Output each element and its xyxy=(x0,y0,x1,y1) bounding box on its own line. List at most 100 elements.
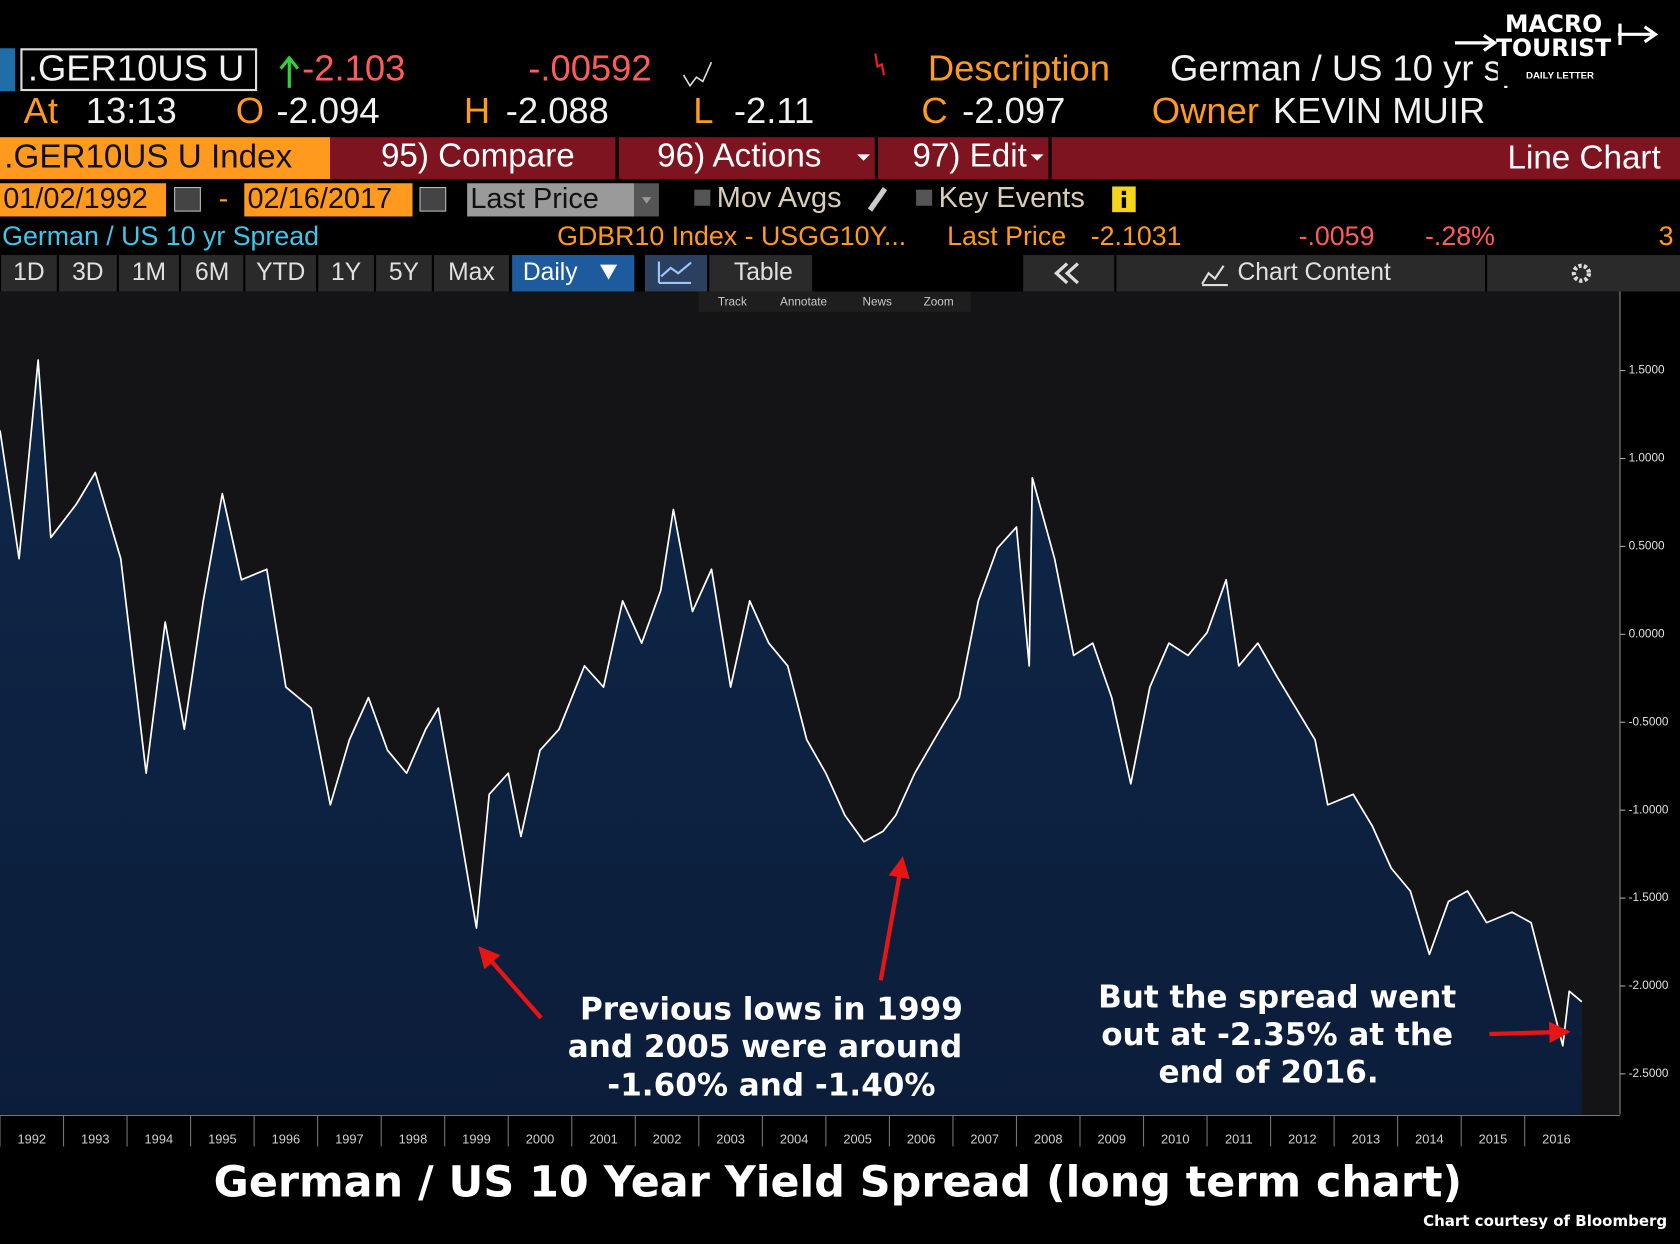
chart-title: German / US 10 Year Yield Spread (long t… xyxy=(214,1158,1462,1208)
x-tick-label: 2015 xyxy=(1479,1131,1508,1146)
tool[interactable]: Annotate xyxy=(780,295,828,308)
owner: KEVIN MUIR xyxy=(1273,90,1485,131)
period-buttons: 1D 3D 1M 6M YTD 1Y 5Y Max xyxy=(1,255,509,292)
mov-avgs: Mov Avgs xyxy=(717,182,842,214)
period-button[interactable] xyxy=(58,255,117,292)
y-tick-label: -1.5000 xyxy=(1629,891,1669,904)
chart-content-icon xyxy=(1201,265,1228,287)
annotation: out at -2.35% at the xyxy=(1101,1017,1453,1053)
y-tick-label: -0.5000 xyxy=(1629,715,1669,728)
collapse-icon xyxy=(1054,262,1079,285)
frequency-button[interactable] xyxy=(512,255,635,292)
x-tick-label: 2014 xyxy=(1415,1131,1444,1146)
period-button[interactable] xyxy=(318,255,374,292)
end-date-box[interactable] xyxy=(244,183,413,217)
tool[interactable]: Track xyxy=(718,295,747,308)
logo-bg xyxy=(1497,8,1614,86)
logo-arrows xyxy=(1455,23,1659,52)
security-tab-label: .GER10US U Index xyxy=(4,138,292,175)
annotation: end of 2016. xyxy=(1158,1055,1378,1091)
logo-line: MACRO xyxy=(1505,10,1602,38)
period-button[interactable] xyxy=(118,255,179,292)
period-button[interactable] xyxy=(245,255,317,292)
y-tick-label: 1.0000 xyxy=(1629,452,1665,465)
line xyxy=(0,359,1583,1047)
sparkline-icon xyxy=(682,61,713,88)
calendar-icon[interactable] xyxy=(174,186,201,212)
compare-button[interactable]: 95) Compare xyxy=(381,137,575,174)
logo: MACRO TOURIST DAILY LETTER xyxy=(1455,8,1659,86)
y-tick-label: 0.0000 xyxy=(1629,627,1665,640)
series-name: German / US 10 yr Spread xyxy=(2,221,319,251)
key-events: Key Events xyxy=(939,182,1085,214)
y-tick-label: -1.0000 xyxy=(1629,803,1669,816)
area xyxy=(0,360,1582,1115)
x-tick-label: 2004 xyxy=(780,1131,809,1146)
description-label: Description xyxy=(928,47,1110,88)
close: -2.097 xyxy=(962,90,1065,131)
x-tick-label: 2013 xyxy=(1352,1131,1381,1146)
up-arrow xyxy=(279,55,300,88)
chart-view-button[interactable] xyxy=(645,255,708,292)
security-tab[interactable] xyxy=(0,137,330,179)
tick-icon xyxy=(874,53,885,76)
low: -2.11 xyxy=(734,90,814,131)
calendar-icon[interactable] xyxy=(419,186,447,212)
x-tick-label: 2011 xyxy=(1225,1131,1253,1146)
field-box[interactable] xyxy=(467,183,635,217)
chart-content-button[interactable] xyxy=(1116,255,1485,292)
period-label: 6M xyxy=(195,259,229,286)
pencil-icon[interactable] xyxy=(867,187,888,212)
period-button[interactable] xyxy=(433,255,509,292)
actions-button[interactable]: 96) Actions xyxy=(657,137,821,174)
x-tick-label: 2001 xyxy=(589,1131,618,1146)
checkbox[interactable] xyxy=(694,189,711,206)
period-label: 1D xyxy=(13,259,44,286)
time: 13:13 xyxy=(86,90,177,131)
mini-toolbar xyxy=(698,291,971,312)
period-label: 1Y xyxy=(331,259,361,286)
period-label: 1M xyxy=(132,259,166,286)
owner-label: Owner xyxy=(1152,90,1259,131)
ticker-box[interactable] xyxy=(20,48,258,92)
x-tick-label: 2010 xyxy=(1161,1131,1190,1146)
y-tick-label: -2.5000 xyxy=(1629,1067,1669,1080)
tool[interactable]: Zoom xyxy=(924,295,954,308)
edit-button[interactable]: 97) Edit xyxy=(912,137,1026,174)
period-label: 5Y xyxy=(389,259,419,286)
last-price: -2.103 xyxy=(302,47,405,88)
info-icon-dot xyxy=(1121,190,1127,196)
checkbox[interactable] xyxy=(916,189,933,206)
period-button[interactable] xyxy=(181,255,244,292)
period-button[interactable] xyxy=(1,255,57,292)
table-button[interactable] xyxy=(709,255,813,292)
y-tick-label: -2.0000 xyxy=(1629,979,1669,992)
x-tick-label: 2012 xyxy=(1288,1131,1317,1146)
ticker: .GER10US U xyxy=(28,47,244,88)
x-tick-label: 1993 xyxy=(81,1131,110,1146)
open-label: O xyxy=(236,90,264,131)
field: Last Price xyxy=(470,183,599,215)
close-label: C xyxy=(921,90,947,131)
mini-toolbar-tools: Track Annotate News Zoom xyxy=(718,295,954,308)
x-tick-label: 2008 xyxy=(1034,1131,1063,1146)
frequency: Daily xyxy=(523,259,578,286)
arrow xyxy=(478,946,543,1020)
x-tick-label: 1995 xyxy=(208,1131,237,1146)
high: -2.088 xyxy=(506,90,609,131)
annotation: But the spread went xyxy=(1098,980,1456,1016)
x-tick-label: 2000 xyxy=(526,1131,555,1146)
y-tick-label: 1.5000 xyxy=(1629,364,1665,377)
x-tick-label: 2009 xyxy=(1097,1131,1126,1146)
x-tick-label: 2003 xyxy=(716,1131,745,1146)
start-date-box[interactable] xyxy=(0,183,167,217)
tool[interactable]: News xyxy=(863,295,893,308)
x-tick-label: 1999 xyxy=(462,1131,491,1146)
menu-separators xyxy=(615,137,1052,179)
period-label: YTD xyxy=(256,259,305,286)
settings-button[interactable] xyxy=(1487,255,1680,292)
x-tick-label: 1996 xyxy=(272,1131,301,1146)
period-button[interactable] xyxy=(376,255,432,292)
x-tick-label: 1994 xyxy=(145,1131,174,1146)
start-date: 01/02/1992 xyxy=(3,183,148,215)
